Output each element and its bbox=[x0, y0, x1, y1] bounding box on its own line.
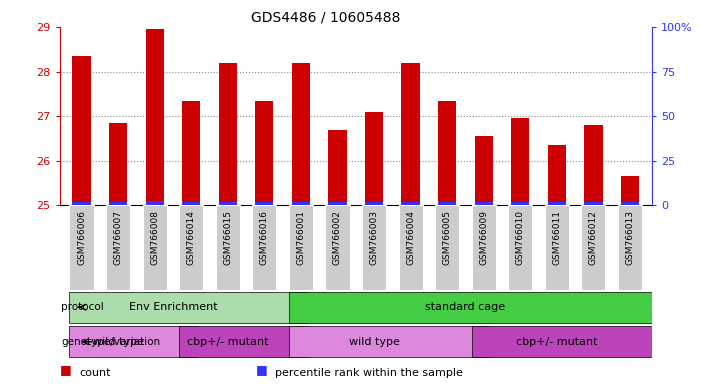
Bar bbox=[289, 205, 313, 290]
Text: GSM766005: GSM766005 bbox=[442, 210, 451, 265]
Bar bbox=[365, 112, 383, 205]
Text: GSM766009: GSM766009 bbox=[479, 210, 488, 265]
Bar bbox=[475, 202, 493, 205]
Bar bbox=[618, 205, 642, 290]
Text: GSM766001: GSM766001 bbox=[297, 210, 306, 265]
Text: GSM766012: GSM766012 bbox=[589, 210, 598, 265]
Bar bbox=[72, 202, 90, 205]
Bar bbox=[438, 101, 456, 205]
Text: GSM766006: GSM766006 bbox=[77, 210, 86, 265]
Bar bbox=[179, 326, 307, 357]
Bar bbox=[69, 205, 94, 290]
Text: ■: ■ bbox=[60, 363, 72, 376]
Bar bbox=[255, 101, 273, 205]
Bar bbox=[328, 202, 346, 205]
Bar bbox=[289, 292, 673, 323]
Text: GSM766007: GSM766007 bbox=[114, 210, 123, 265]
Text: GSM766004: GSM766004 bbox=[406, 210, 415, 265]
Bar bbox=[475, 136, 493, 205]
Text: GSM766015: GSM766015 bbox=[224, 210, 232, 265]
Text: wild type: wild type bbox=[348, 337, 400, 347]
Bar bbox=[146, 202, 164, 205]
Bar bbox=[438, 202, 456, 205]
Text: GSM766016: GSM766016 bbox=[260, 210, 269, 265]
Bar bbox=[106, 205, 130, 290]
Text: protocol: protocol bbox=[62, 302, 104, 312]
Bar bbox=[69, 292, 307, 323]
Bar bbox=[292, 202, 310, 205]
Bar bbox=[252, 205, 276, 290]
Bar bbox=[182, 202, 200, 205]
Bar bbox=[621, 176, 639, 205]
Bar bbox=[328, 129, 346, 205]
Bar bbox=[621, 202, 639, 205]
Text: standard cage: standard cage bbox=[426, 302, 505, 312]
Bar bbox=[289, 326, 490, 357]
Bar bbox=[547, 202, 566, 205]
Bar bbox=[292, 63, 310, 205]
Bar bbox=[508, 205, 532, 290]
Bar bbox=[179, 205, 203, 290]
Bar bbox=[365, 202, 383, 205]
Bar bbox=[219, 202, 237, 205]
Text: cbp+/- mutant: cbp+/- mutant bbox=[187, 337, 268, 347]
Text: GSM766003: GSM766003 bbox=[369, 210, 379, 265]
Text: GSM766002: GSM766002 bbox=[333, 210, 342, 265]
Bar bbox=[402, 202, 420, 205]
Text: GSM766008: GSM766008 bbox=[150, 210, 159, 265]
Bar bbox=[585, 125, 603, 205]
Bar bbox=[109, 123, 127, 205]
Bar bbox=[142, 205, 167, 290]
Bar bbox=[435, 205, 459, 290]
Bar bbox=[216, 205, 240, 290]
Text: Env Enrichment: Env Enrichment bbox=[128, 302, 217, 312]
Text: GSM766014: GSM766014 bbox=[186, 210, 196, 265]
Text: GSM766013: GSM766013 bbox=[625, 210, 634, 265]
Text: percentile rank within the sample: percentile rank within the sample bbox=[275, 368, 463, 378]
Bar bbox=[219, 63, 237, 205]
Text: cbp+/- mutant: cbp+/- mutant bbox=[516, 337, 598, 347]
Bar bbox=[399, 205, 423, 290]
Bar bbox=[547, 145, 566, 205]
Bar bbox=[325, 205, 350, 290]
Text: GSM766010: GSM766010 bbox=[516, 210, 525, 265]
Bar bbox=[109, 202, 127, 205]
Bar bbox=[72, 56, 90, 205]
Bar bbox=[182, 101, 200, 205]
Bar bbox=[545, 205, 569, 290]
Bar bbox=[362, 205, 386, 290]
Text: GSM766011: GSM766011 bbox=[552, 210, 562, 265]
Bar bbox=[511, 118, 529, 205]
Bar bbox=[472, 326, 673, 357]
Text: genotype/variation: genotype/variation bbox=[62, 337, 161, 347]
Bar bbox=[581, 205, 606, 290]
Bar bbox=[69, 326, 198, 357]
Title: GDS4486 / 10605488: GDS4486 / 10605488 bbox=[252, 10, 401, 24]
Bar bbox=[511, 202, 529, 205]
Bar bbox=[255, 202, 273, 205]
Text: count: count bbox=[79, 368, 111, 378]
Text: ■: ■ bbox=[256, 363, 268, 376]
Text: wild type: wild type bbox=[93, 337, 144, 347]
Bar bbox=[585, 202, 603, 205]
Bar bbox=[146, 29, 164, 205]
Bar bbox=[402, 63, 420, 205]
Bar bbox=[472, 205, 496, 290]
